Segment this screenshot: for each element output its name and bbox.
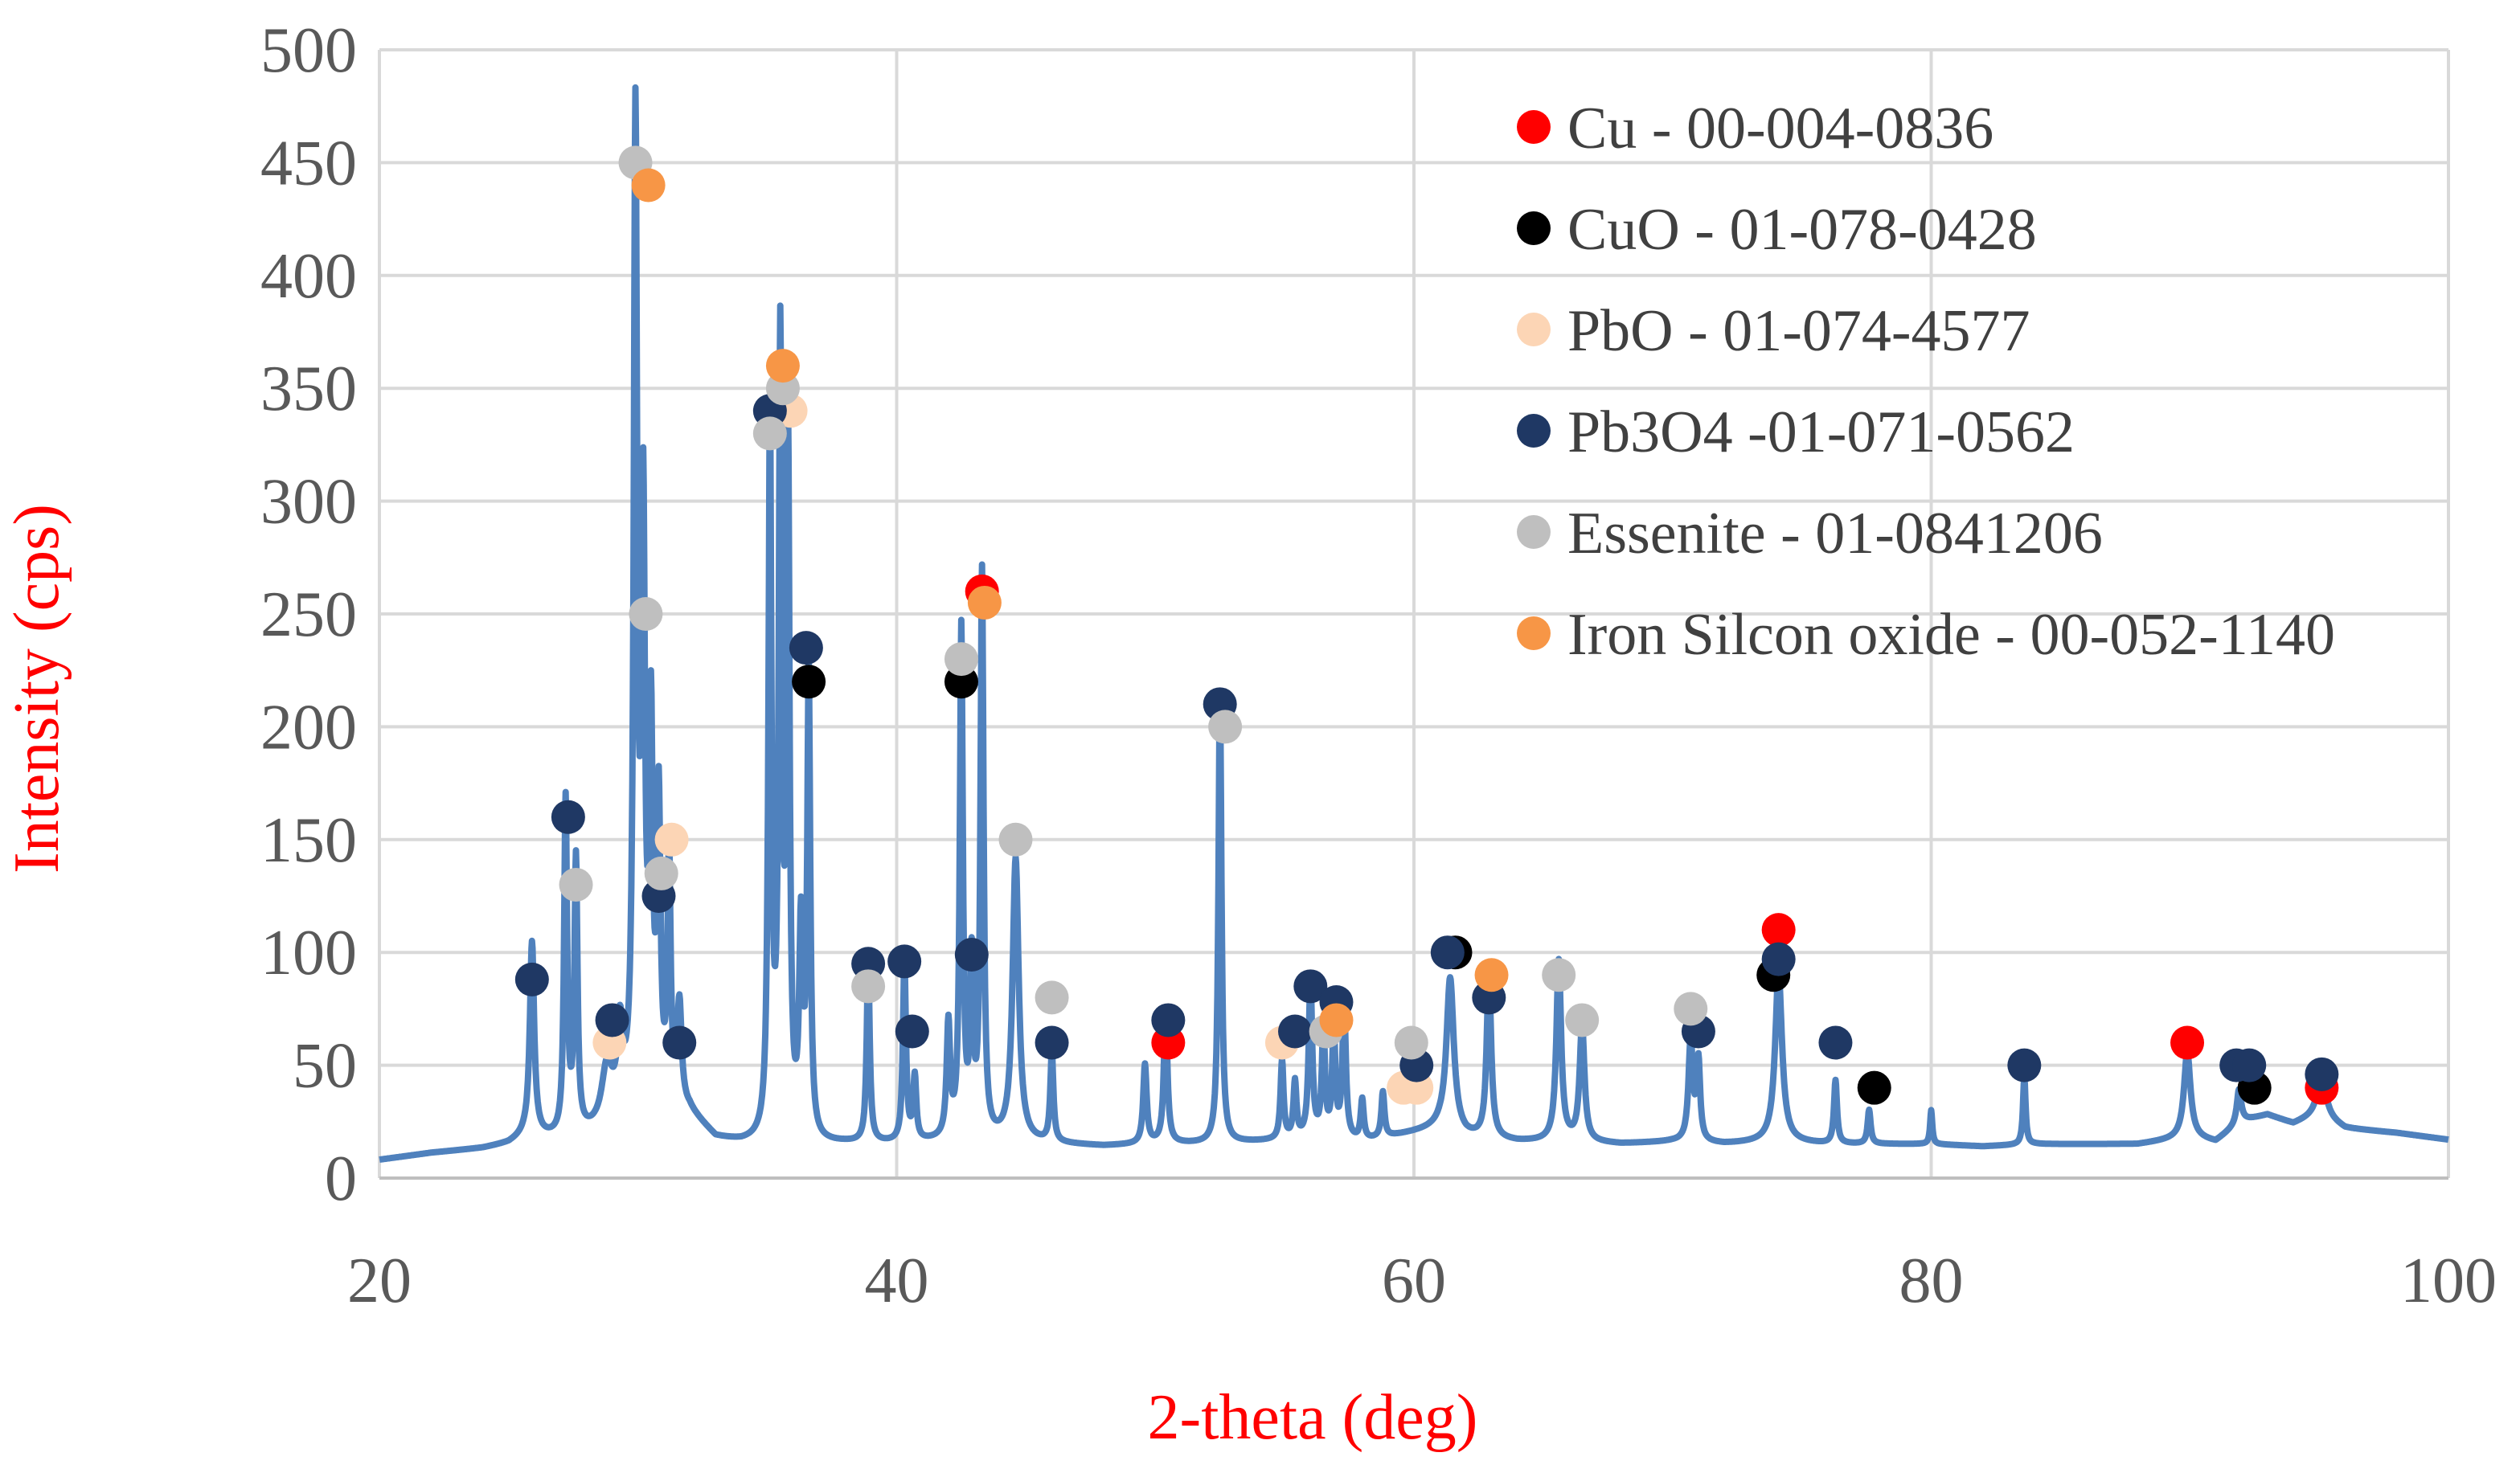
marker-series-4 (1542, 958, 1576, 992)
phase-markers (514, 145, 2339, 1105)
marker-series-4 (1565, 1003, 1600, 1037)
marker-series-4 (644, 856, 678, 890)
marker-series-3 (595, 1003, 629, 1037)
marker-series-4 (1394, 1025, 1428, 1060)
y-tick-label: 300 (260, 467, 357, 538)
y-tick-label: 500 (260, 15, 357, 86)
marker-series-3 (2232, 1048, 2267, 1082)
legend-marker-4 (1517, 515, 1551, 549)
marker-series-3 (2007, 1048, 2042, 1082)
legend-label-2: PbO - 01-074-4577 (1567, 298, 2030, 364)
marker-series-5 (967, 585, 1002, 620)
y-tick-label: 50 (293, 1031, 357, 1102)
legend-marker-1 (1517, 211, 1551, 245)
x-tick-label: 80 (1899, 1246, 1964, 1316)
y-tick-label: 350 (260, 354, 357, 424)
diffraction-pattern-line (376, 84, 2452, 1163)
x-tick-label: 60 (1382, 1246, 1446, 1316)
marker-series-4 (998, 822, 1033, 857)
marker-series-3 (1277, 1014, 1312, 1049)
legend-marker-5 (1517, 616, 1551, 650)
legend-label-0: Cu - 00-004-0836 (1567, 96, 1993, 162)
marker-series-4 (851, 969, 886, 1004)
marker-series-3 (1430, 935, 1465, 970)
marker-series-3 (1293, 969, 1328, 1004)
legend-marker-3 (1517, 414, 1551, 448)
marker-series-3 (662, 1025, 697, 1060)
legend-label-4: Essenite - 01-0841206 (1567, 501, 2103, 567)
tick-labels: 0 50 100 150 200 250 300 350 400 450 500 20 40 60 80 10… (260, 15, 2497, 1316)
marker-series-3 (1035, 1025, 1069, 1060)
y-tick-label: 200 (260, 692, 357, 763)
marker-series-3 (954, 938, 989, 972)
legend: Cu - 00-004-0836 CuO - 01-078-0428 PbO - 0… (1517, 96, 2335, 668)
y-tick-label: 0 (325, 1144, 357, 1214)
marker-series-3 (1761, 942, 1796, 976)
legend-label-1: CuO - 01-078-0428 (1567, 197, 2037, 263)
marker-series-3 (895, 1014, 929, 1049)
marker-series-3 (1818, 1025, 1853, 1060)
marker-series-4 (1208, 710, 1243, 744)
legend-label-5: Iron Silcon oxide - 00-052-1140 (1567, 602, 2335, 668)
x-tick-label: 20 (347, 1246, 412, 1316)
legend-label-3: Pb3O4 -01-071-0562 (1567, 399, 2075, 465)
y-tick-label: 150 (260, 805, 357, 876)
marker-series-4 (1035, 980, 1069, 1015)
marker-series-0 (2170, 1025, 2205, 1060)
marker-series-3 (514, 962, 549, 996)
y-tick-label: 100 (260, 918, 357, 988)
marker-series-3 (551, 800, 585, 834)
marker-series-4 (629, 597, 663, 631)
marker-series-3 (887, 944, 922, 979)
y-tick-label: 400 (260, 241, 357, 312)
marker-series-5 (765, 349, 800, 383)
marker-series-0 (1761, 913, 1796, 947)
marker-series-5 (1474, 958, 1509, 992)
y-tick-label: 250 (260, 579, 357, 650)
marker-series-3 (1151, 1003, 1186, 1037)
marker-series-3 (789, 631, 823, 665)
marker-series-4 (752, 416, 787, 451)
marker-series-3 (2305, 1057, 2339, 1091)
marker-series-1 (1857, 1070, 1891, 1105)
x-axis-title: 2-theta (deg) (1148, 1382, 1478, 1453)
marker-series-5 (1319, 1003, 1354, 1037)
x-tick-label: 40 (865, 1246, 929, 1316)
marker-series-2 (654, 822, 689, 857)
marker-series-5 (631, 168, 666, 203)
gridlines (378, 48, 2450, 1180)
marker-series-4 (944, 642, 978, 677)
legend-marker-0 (1517, 110, 1551, 144)
legend-marker-2 (1517, 313, 1551, 346)
marker-series-4 (1674, 992, 1708, 1026)
y-tick-label: 450 (260, 128, 357, 198)
marker-series-4 (559, 867, 593, 902)
marker-series-1 (792, 665, 826, 699)
x-tick-label: 100 (2400, 1246, 2497, 1316)
y-axis-title: Intensity (cps) (2, 504, 72, 874)
